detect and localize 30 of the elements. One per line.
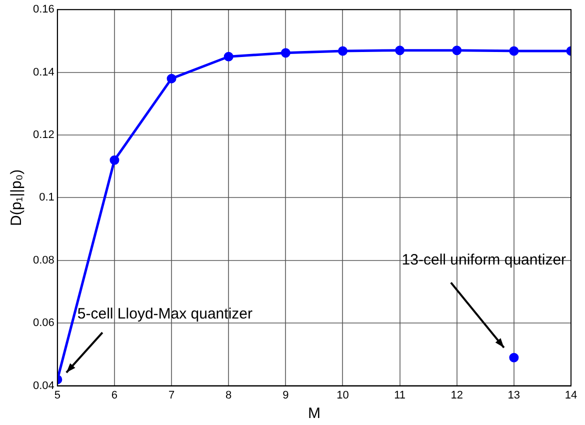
y-tick-label: 0.14 — [32, 66, 54, 78]
x-tick-label: 13 — [508, 389, 520, 402]
point — [338, 46, 348, 56]
x-tick-label: 10 — [336, 389, 349, 402]
y-axis-title: D(p₁||p₀) — [8, 169, 26, 226]
x-axis-title: M — [308, 405, 320, 422]
x-tick-label: 6 — [111, 389, 118, 402]
point — [509, 46, 519, 56]
annotation: 5-cell Lloyd-Max quantizer — [77, 306, 252, 323]
x-tick-label: 8 — [226, 389, 232, 402]
x-tick-label: 12 — [450, 389, 463, 402]
y-tick-label: 0.04 — [32, 380, 54, 392]
y-tick-label: 0.16 — [32, 4, 54, 16]
point — [395, 46, 405, 56]
x-tick-label: 5 — [54, 389, 60, 402]
x-tick-label: 7 — [168, 389, 175, 402]
point — [280, 48, 290, 58]
y-tick-label: 0.08 — [32, 254, 54, 266]
y-tick-label: 0.1 — [39, 192, 54, 204]
x-tick-label: 11 — [394, 389, 406, 402]
point — [224, 52, 234, 62]
y-tick-label: 0.12 — [32, 129, 54, 142]
point — [166, 74, 176, 84]
annotation: 13-cell uniform quantizer — [402, 252, 566, 269]
x-tick-label: 9 — [282, 389, 289, 402]
point — [452, 46, 462, 56]
point — [110, 155, 120, 165]
y-tick-label: 0.06 — [32, 317, 54, 330]
x-tick-label: 14 — [564, 389, 578, 402]
point — [509, 352, 519, 362]
